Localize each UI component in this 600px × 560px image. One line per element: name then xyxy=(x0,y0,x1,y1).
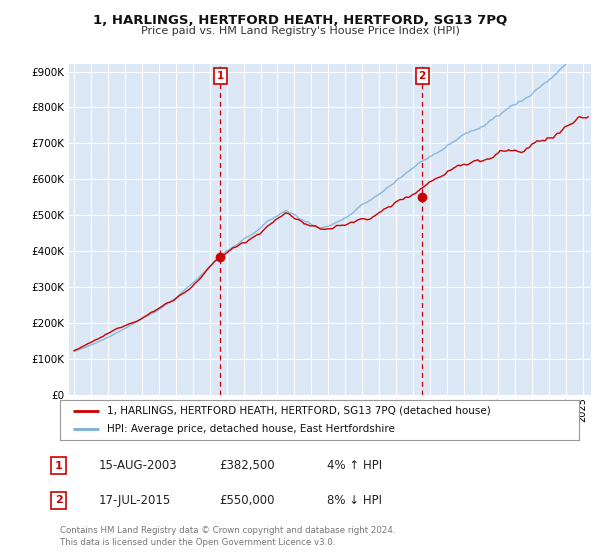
Text: 1, HARLINGS, HERTFORD HEATH, HERTFORD, SG13 7PQ: 1, HARLINGS, HERTFORD HEATH, HERTFORD, S… xyxy=(93,14,507,27)
Text: 1, HARLINGS, HERTFORD HEATH, HERTFORD, SG13 7PQ (detached house): 1, HARLINGS, HERTFORD HEATH, HERTFORD, S… xyxy=(107,406,490,416)
Text: 1: 1 xyxy=(55,461,62,471)
Text: £382,500: £382,500 xyxy=(219,459,275,473)
Text: 2: 2 xyxy=(55,495,62,505)
Text: 1: 1 xyxy=(217,71,224,81)
Text: Price paid vs. HM Land Registry's House Price Index (HPI): Price paid vs. HM Land Registry's House … xyxy=(140,26,460,36)
Text: £550,000: £550,000 xyxy=(219,493,275,507)
Text: HPI: Average price, detached house, East Hertfordshire: HPI: Average price, detached house, East… xyxy=(107,424,395,434)
Text: 15-AUG-2003: 15-AUG-2003 xyxy=(99,459,178,473)
Text: 4% ↑ HPI: 4% ↑ HPI xyxy=(327,459,382,473)
Text: Contains HM Land Registry data © Crown copyright and database right 2024.
This d: Contains HM Land Registry data © Crown c… xyxy=(60,526,395,547)
Text: 17-JUL-2015: 17-JUL-2015 xyxy=(99,493,171,507)
Text: 2: 2 xyxy=(419,71,426,81)
Text: 8% ↓ HPI: 8% ↓ HPI xyxy=(327,493,382,507)
